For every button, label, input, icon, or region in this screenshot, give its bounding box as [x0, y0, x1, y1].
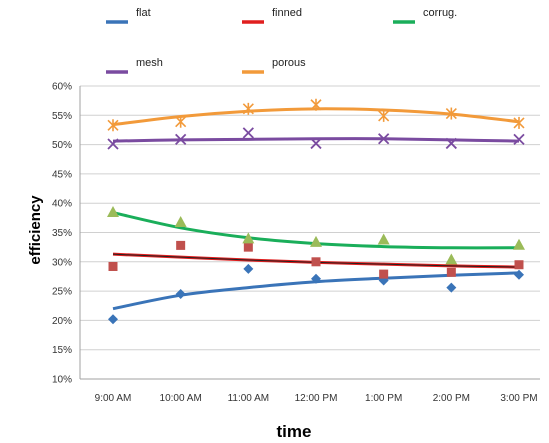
marker-stroke: [445, 137, 457, 150]
data-point-corrug: [310, 235, 322, 247]
x-tick-label: 2:00 PM: [433, 393, 470, 404]
data-point-finned: [446, 267, 456, 277]
data-point-flat: [514, 269, 524, 280]
data-point-mesh: [175, 133, 187, 145]
marker-stroke: [242, 127, 254, 139]
y-tick-label: 30%: [52, 257, 72, 268]
data-point-finned: [514, 260, 524, 270]
legend-label: mesh: [136, 57, 163, 69]
legend-label: flat: [136, 7, 151, 19]
data-point-corrug: [377, 233, 390, 245]
y-axis-ticks: 10% 15% 20% 25% 30% 35% 40% 45% 50% 55% 60%: [52, 82, 72, 386]
data-point-porous: [310, 98, 322, 111]
data-point-mesh: [513, 133, 525, 145]
marker-stroke: [310, 137, 322, 150]
data-point-flat: [108, 314, 118, 325]
data-point-corrug: [242, 232, 255, 244]
data-point-flat: [243, 263, 254, 274]
x-axis-ticks: 9:00 AM 10:00 AM 11:00 AM 12:00 PM 1:00 PM 2:…: [95, 393, 538, 404]
data-point-porous: [242, 102, 254, 115]
x-axis-title: time: [277, 422, 312, 441]
data-point-mesh: [378, 133, 390, 145]
data-point-porous: [445, 107, 457, 120]
x-tick-label: 1:00 PM: [365, 393, 402, 404]
y-tick-label: 50%: [52, 140, 72, 151]
y-axis-title: efficiency: [27, 195, 44, 265]
y-tick-label: 35%: [52, 228, 72, 239]
data-point-porous: [175, 115, 187, 128]
y-tick-label: 20%: [52, 316, 72, 327]
y-tick-label: 60%: [52, 82, 72, 93]
x-tick-label: 10:00 AM: [160, 393, 202, 404]
y-tick-label: 40%: [52, 199, 72, 210]
data-point-porous: [107, 119, 119, 132]
data-point-finned: [243, 242, 253, 252]
data-markers: [107, 98, 525, 325]
marker-stroke: [513, 133, 525, 145]
y-tick-label: 25%: [52, 287, 72, 298]
y-tick-label: 10%: [52, 375, 72, 386]
x-tick-label: 3:00 PM: [500, 393, 537, 404]
y-tick-label: 55%: [52, 111, 72, 122]
data-point-mesh: [107, 138, 119, 150]
data-point-finned: [108, 261, 118, 271]
data-point-finned: [311, 257, 321, 267]
data-point-mesh: [242, 127, 254, 139]
data-point-mesh: [445, 137, 457, 150]
marker-stroke: [378, 133, 390, 145]
data-point-porous: [378, 109, 390, 122]
data-point-porous: [513, 116, 525, 129]
data-point-corrug: [174, 215, 187, 227]
y-tick-label: 15%: [52, 345, 72, 356]
y-tick-label: 45%: [52, 169, 72, 180]
data-point-flat: [446, 282, 457, 293]
data-point-flat: [311, 273, 321, 284]
data-point-finned: [176, 240, 186, 250]
legend-label: finned: [272, 7, 302, 19]
data-point-finned: [379, 269, 389, 279]
x-tick-label: 9:00 AM: [95, 393, 132, 404]
data-point-flat: [175, 289, 186, 300]
data-point-mesh: [310, 137, 322, 150]
marker-stroke: [175, 133, 187, 145]
legend-label: corrug.: [423, 7, 457, 19]
legend: flat finned corrug. mesh porous: [106, 7, 457, 74]
x-tick-label: 11:00 AM: [228, 393, 270, 404]
data-point-corrug: [513, 238, 525, 250]
legend-label: porous: [272, 57, 306, 69]
data-point-corrug: [107, 205, 119, 217]
data-point-corrug: [445, 253, 458, 265]
marker-stroke: [107, 138, 119, 150]
x-tick-label: 12:00 PM: [295, 393, 338, 404]
